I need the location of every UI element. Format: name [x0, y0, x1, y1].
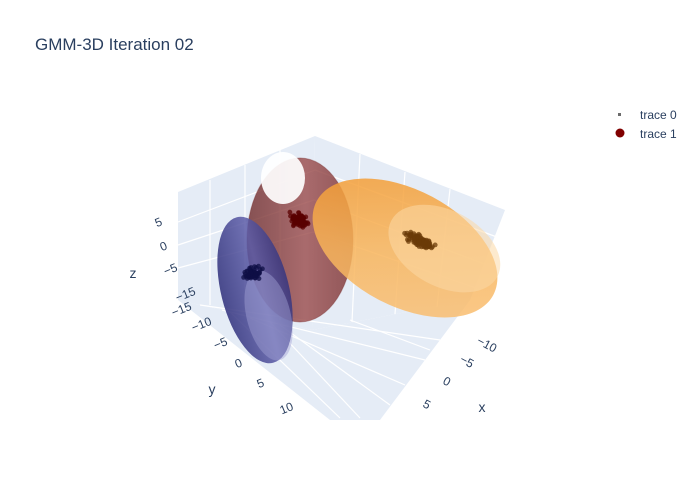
z-tick-label: 5 — [153, 214, 165, 230]
cluster-point — [256, 263, 261, 269]
cluster-point — [427, 241, 432, 247]
cluster-point — [296, 210, 301, 216]
x-tick-label: −5 — [458, 352, 477, 371]
z-tick-label: −5 — [162, 260, 180, 278]
legend-item-trace-1[interactable]: trace 1 — [615, 127, 678, 141]
legend-marker-circle — [615, 128, 625, 138]
z-axis-title: z — [130, 265, 137, 281]
x-tick-label: −10 — [475, 334, 500, 356]
y-tick-label: −5 — [212, 334, 230, 352]
blue-ellipsoid-lower-face — [244, 270, 293, 361]
legend-label: trace 1 — [640, 127, 677, 141]
blue-ellipsoid-surface — [217, 216, 293, 364]
x-tick-label: 0 — [441, 374, 454, 390]
legend-item-trace-0[interactable]: trace 0 — [618, 108, 677, 122]
z-axis: 5 0 −5 −15 z — [130, 214, 198, 304]
x-tick-label: 5 — [421, 397, 434, 413]
cluster-point — [416, 239, 422, 245]
cluster-point — [256, 276, 262, 281]
cluster-point — [432, 242, 438, 248]
cluster-point — [408, 232, 414, 238]
grid-line — [279, 324, 391, 406]
cluster-point — [416, 231, 422, 237]
cluster-orange-ellipsoid[interactable] — [289, 150, 520, 346]
red-ellipsoid-opening — [261, 152, 305, 204]
legend-marker-small-square — [618, 113, 621, 116]
cluster-point — [291, 222, 297, 228]
grid-line — [349, 319, 431, 351]
cluster-point — [260, 266, 265, 272]
cluster-point — [299, 213, 305, 219]
orange-cluster-points — [402, 229, 438, 251]
y-tick-label: 5 — [255, 375, 267, 391]
cluster-point — [257, 270, 262, 275]
cluster-point — [420, 241, 426, 247]
blue-cluster-points — [241, 263, 265, 281]
red-cluster-points — [287, 209, 311, 230]
cluster-point — [242, 271, 248, 277]
cluster-point — [300, 218, 306, 224]
cluster-point — [287, 209, 293, 215]
chart-title: GMM-3D Iteration 02 — [35, 35, 194, 54]
legend: trace 0 trace 1 — [615, 108, 678, 141]
orange-ellipsoid-rim — [388, 204, 501, 293]
y-tick-label: 0 — [233, 355, 245, 371]
cluster-point — [406, 237, 412, 242]
x-axis-title: x — [479, 399, 486, 415]
y-axis-title: y — [209, 381, 216, 397]
cluster-point — [252, 273, 258, 278]
legend-label: trace 0 — [640, 108, 677, 122]
y-tick-label: 10 — [278, 399, 296, 417]
cluster-point — [402, 230, 407, 236]
z-tick-label: 0 — [158, 238, 170, 254]
cluster-point — [248, 265, 254, 270]
cluster-point — [291, 216, 296, 222]
cluster-blue-ellipsoid[interactable] — [204, 209, 306, 371]
cluster-point — [248, 269, 253, 275]
